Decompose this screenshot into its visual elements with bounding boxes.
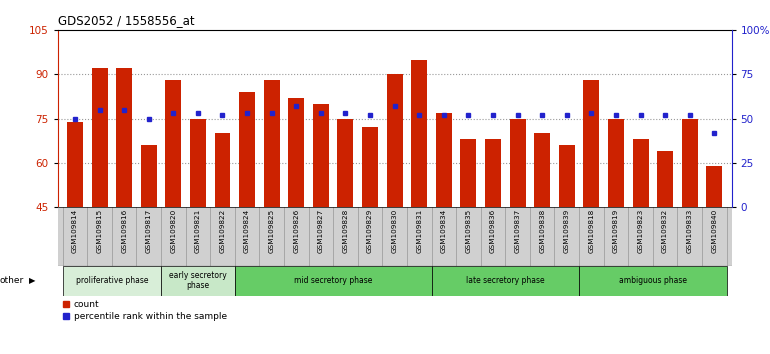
Bar xyxy=(362,127,378,207)
Text: proliferative phase: proliferative phase xyxy=(75,276,148,285)
Bar xyxy=(681,119,698,207)
Text: GSM109824: GSM109824 xyxy=(244,209,250,253)
Bar xyxy=(239,92,255,207)
Bar xyxy=(387,74,403,207)
Bar xyxy=(166,80,181,207)
Bar xyxy=(92,68,108,207)
Bar xyxy=(608,119,624,207)
Bar xyxy=(534,133,550,207)
Legend: count, percentile rank within the sample: count, percentile rank within the sample xyxy=(62,300,227,321)
Text: GSM109825: GSM109825 xyxy=(269,209,275,253)
Bar xyxy=(313,104,329,207)
Text: GSM109816: GSM109816 xyxy=(121,209,127,253)
Text: GSM109821: GSM109821 xyxy=(195,209,201,253)
Text: early secretory
phase: early secretory phase xyxy=(169,271,227,290)
Text: GSM109835: GSM109835 xyxy=(465,209,471,253)
Bar xyxy=(67,121,83,207)
Text: GSM109832: GSM109832 xyxy=(662,209,668,253)
Text: GSM109834: GSM109834 xyxy=(440,209,447,253)
Bar xyxy=(431,266,579,296)
Text: GSM109839: GSM109839 xyxy=(564,209,570,253)
Bar xyxy=(657,151,673,207)
Bar xyxy=(510,119,526,207)
Text: GSM109823: GSM109823 xyxy=(638,209,644,253)
Text: GSM109817: GSM109817 xyxy=(146,209,152,253)
Text: GSM109838: GSM109838 xyxy=(539,209,545,253)
Bar xyxy=(235,266,431,296)
Text: GSM109831: GSM109831 xyxy=(417,209,422,253)
Bar xyxy=(579,266,727,296)
Bar xyxy=(706,166,722,207)
Bar xyxy=(584,80,599,207)
Bar xyxy=(190,119,206,207)
Text: late secretory phase: late secretory phase xyxy=(466,276,544,285)
Bar xyxy=(436,113,452,207)
Text: GSM109819: GSM109819 xyxy=(613,209,619,253)
Text: GDS2052 / 1558556_at: GDS2052 / 1558556_at xyxy=(58,14,194,27)
Text: GSM109820: GSM109820 xyxy=(170,209,176,253)
Text: other: other xyxy=(0,276,24,285)
Text: GSM109826: GSM109826 xyxy=(293,209,300,253)
Bar xyxy=(62,266,161,296)
Text: GSM109822: GSM109822 xyxy=(219,209,226,253)
Bar xyxy=(632,139,648,207)
Bar xyxy=(559,145,574,207)
Text: GSM109840: GSM109840 xyxy=(711,209,718,253)
Text: GSM109830: GSM109830 xyxy=(392,209,397,253)
Text: GSM109827: GSM109827 xyxy=(318,209,324,253)
Text: GSM109814: GSM109814 xyxy=(72,209,78,253)
Text: GSM109837: GSM109837 xyxy=(514,209,521,253)
Bar xyxy=(337,119,353,207)
Text: mid secretory phase: mid secretory phase xyxy=(294,276,373,285)
Bar xyxy=(288,98,304,207)
Bar xyxy=(263,80,280,207)
Text: GSM109828: GSM109828 xyxy=(343,209,349,253)
Text: GSM109815: GSM109815 xyxy=(96,209,102,253)
Text: GSM109836: GSM109836 xyxy=(490,209,496,253)
Text: GSM109829: GSM109829 xyxy=(367,209,373,253)
Bar xyxy=(215,133,230,207)
Bar xyxy=(460,139,477,207)
Text: ▶: ▶ xyxy=(29,276,35,285)
Text: GSM109818: GSM109818 xyxy=(588,209,594,253)
Bar xyxy=(161,266,235,296)
Bar xyxy=(411,59,427,207)
Bar xyxy=(116,68,132,207)
Bar xyxy=(141,145,157,207)
Text: GSM109833: GSM109833 xyxy=(687,209,693,253)
Text: ambiguous phase: ambiguous phase xyxy=(619,276,687,285)
Bar xyxy=(485,139,501,207)
